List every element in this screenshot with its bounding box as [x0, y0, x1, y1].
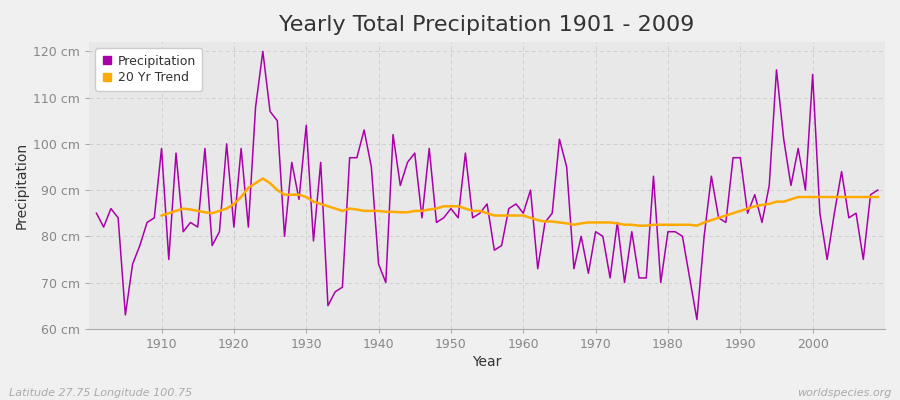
Precipitation: [518, 211, 528, 216]
Legend: Precipitation, 20 Yr Trend: Precipitation, 20 Yr Trend: [95, 48, 202, 91]
20 Yr Trend: [156, 213, 166, 218]
Y-axis label: Precipitation: Precipitation: [15, 142, 29, 229]
20 Yr Trend: [301, 195, 311, 200]
20 Yr Trend: [850, 195, 861, 200]
Text: worldspecies.org: worldspecies.org: [796, 388, 891, 398]
20 Yr Trend: [590, 220, 601, 225]
Text: Latitude 27.75 Longitude 100.75: Latitude 27.75 Longitude 100.75: [9, 388, 193, 398]
20 Yr Trend: [329, 206, 340, 211]
Precipitation: [315, 160, 326, 165]
20 Yr Trend: [829, 195, 840, 200]
Precipitation: [148, 216, 159, 220]
Precipitation: [612, 220, 623, 225]
Line: 20 Yr Trend: 20 Yr Trend: [161, 178, 878, 226]
Precipitation: [91, 211, 102, 216]
Line: Precipitation: Precipitation: [96, 51, 878, 320]
Precipitation: [691, 317, 702, 322]
Precipitation: [525, 188, 535, 192]
Precipitation: [872, 188, 883, 192]
20 Yr Trend: [532, 218, 543, 222]
20 Yr Trend: [634, 223, 644, 228]
X-axis label: Year: Year: [472, 355, 502, 369]
Precipitation: [257, 49, 268, 54]
20 Yr Trend: [257, 176, 268, 181]
Title: Yearly Total Precipitation 1901 - 2009: Yearly Total Precipitation 1901 - 2009: [279, 15, 695, 35]
20 Yr Trend: [872, 195, 883, 200]
Precipitation: [359, 128, 370, 132]
